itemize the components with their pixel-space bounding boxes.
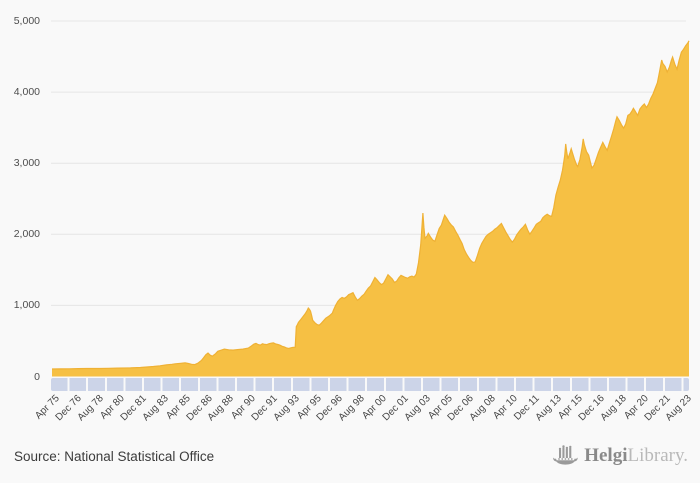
y-tick-label: 3,000 xyxy=(13,157,40,170)
y-tick-label: 1,000 xyxy=(13,299,40,312)
brand-name-bold: Helgi xyxy=(584,445,628,466)
brand-logo: HelgiLibrary. xyxy=(552,444,688,468)
y-tick-label: 2,000 xyxy=(13,228,40,241)
y-tick-label: 4,000 xyxy=(13,86,40,99)
source-text: Source: National Statistical Office xyxy=(14,449,215,464)
navigator-scrollbar[interactable] xyxy=(51,378,689,391)
helgi-ship-icon xyxy=(553,445,578,465)
brand-name: HelgiLibrary. xyxy=(584,444,688,468)
y-tick-label: 0 xyxy=(34,370,40,383)
y-tick-label: 5,000 xyxy=(13,15,40,27)
area-series-edge xyxy=(51,40,690,370)
area-series xyxy=(52,40,689,377)
brand-name-light: Library. xyxy=(627,445,689,466)
